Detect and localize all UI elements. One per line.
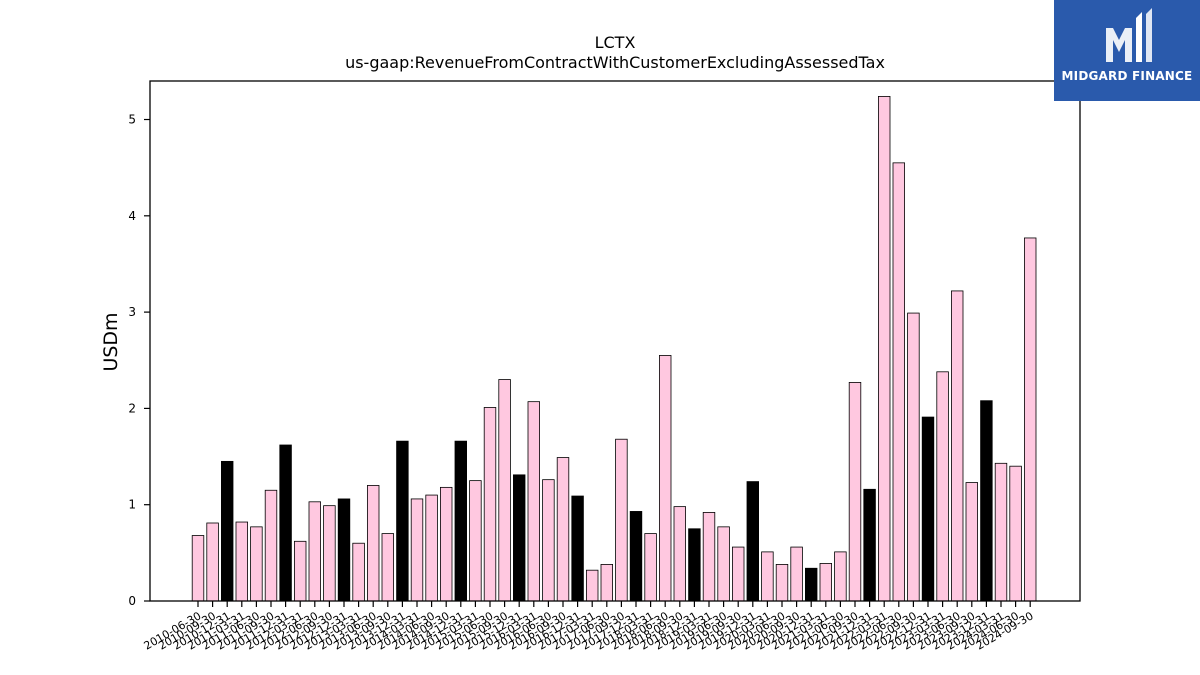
bar-2010-06-30 (191, 535, 205, 602)
bar-2017-12-31 (629, 511, 643, 602)
bar-2018-06-30 (659, 355, 672, 602)
chart-subtitle: us-gaap:RevenueFromContractWithCustomerE… (345, 53, 885, 72)
bar-2022-03-31 (878, 96, 891, 602)
bar-2020-03-31 (761, 551, 774, 602)
bar-2012-06-30 (308, 501, 322, 602)
y-tick-label: 1 (128, 498, 136, 512)
bar-2017-09-30 (615, 438, 628, 602)
y-tick-label: 3 (128, 305, 136, 319)
bar-2015-12-31 (513, 474, 526, 602)
bar-2019-03-31 (702, 512, 716, 602)
y-tick-label: 0 (128, 594, 136, 608)
bar-2024-03-31 (994, 462, 1008, 602)
bar-2012-09-30 (323, 505, 336, 602)
bar-2017-06-30 (600, 564, 614, 602)
bar-2011-06-30 (250, 526, 263, 602)
bar-2016-06-30 (542, 479, 555, 602)
bar-2022-06-30 (892, 162, 906, 602)
y-tick-label: 5 (128, 113, 136, 127)
bar-2016-09-30 (556, 457, 570, 602)
bar-2010-12-31 (220, 460, 234, 602)
bar-2018-09-30 (673, 506, 687, 602)
brand-logo: MIDGARD FINANCE (1054, 0, 1200, 101)
bar-2023-06-30 (951, 290, 964, 602)
y-tick-label: 2 (128, 401, 136, 415)
bar-2011-09-30 (264, 489, 278, 602)
bar-2017-03-31 (586, 569, 599, 602)
bar-2019-06-30 (717, 526, 730, 602)
bar-2012-12-31 (337, 498, 351, 602)
bar-2018-03-31 (644, 533, 657, 602)
bar-2021-06-30 (834, 551, 847, 602)
bar-2016-12-31 (571, 495, 584, 602)
bar-2019-12-31 (746, 481, 760, 602)
bar-2022-12-31 (921, 416, 935, 602)
bar-2014-06-30 (425, 494, 438, 602)
y-axis-ticks: 0 1 2 3 4 5 (128, 113, 150, 608)
bar-2013-06-30 (366, 485, 380, 602)
bar-2010-09-30 (206, 522, 219, 602)
bar-2015-03-31 (469, 480, 482, 602)
bar-2014-09-30 (439, 486, 453, 602)
bar-2014-12-31 (454, 440, 468, 602)
y-axis-label: USDm (100, 312, 122, 371)
chart-title: LCTX (595, 33, 636, 52)
y-tick-label: 4 (128, 209, 136, 223)
bar-2021-12-31 (863, 488, 876, 602)
bar-2023-12-31 (980, 400, 993, 602)
plot-frame (149, 80, 1081, 602)
bar-2016-03-31 (527, 401, 541, 602)
bar-2021-09-30 (848, 382, 862, 602)
bar-2024-06-30 (1009, 465, 1022, 602)
bar-2015-09-30 (498, 379, 511, 602)
bar-2011-12-31 (279, 444, 292, 602)
bar-2013-09-30 (381, 533, 395, 602)
logo-text: MIDGARD FINANCE (1061, 69, 1193, 83)
bar-2021-03-31 (819, 563, 833, 602)
bar-2011-03-31 (235, 521, 249, 602)
bar-2015-06-30 (483, 407, 497, 602)
bar-2013-03-31 (352, 542, 365, 602)
bar-2020-09-30 (790, 546, 803, 602)
bar-2020-06-30 (775, 564, 789, 602)
x-axis-ticks: 2010-06-302010-09-302010-12-312011-03-31… (142, 601, 1036, 653)
bar-2014-03-31 (410, 498, 424, 602)
bar-2022-09-30 (907, 312, 920, 602)
bar-2019-09-30 (732, 546, 745, 602)
logo-mark-icon (1106, 8, 1152, 62)
bars-group (191, 96, 1037, 602)
bar-2023-09-30 (965, 482, 979, 602)
bar-2018-12-31 (688, 528, 701, 602)
bar-2012-03-31 (293, 540, 307, 602)
bar-2013-12-31 (396, 440, 409, 602)
bar-2020-12-31 (805, 567, 818, 602)
bar-2023-03-31 (936, 371, 949, 602)
bar-2024-09-30 (1024, 237, 1037, 602)
